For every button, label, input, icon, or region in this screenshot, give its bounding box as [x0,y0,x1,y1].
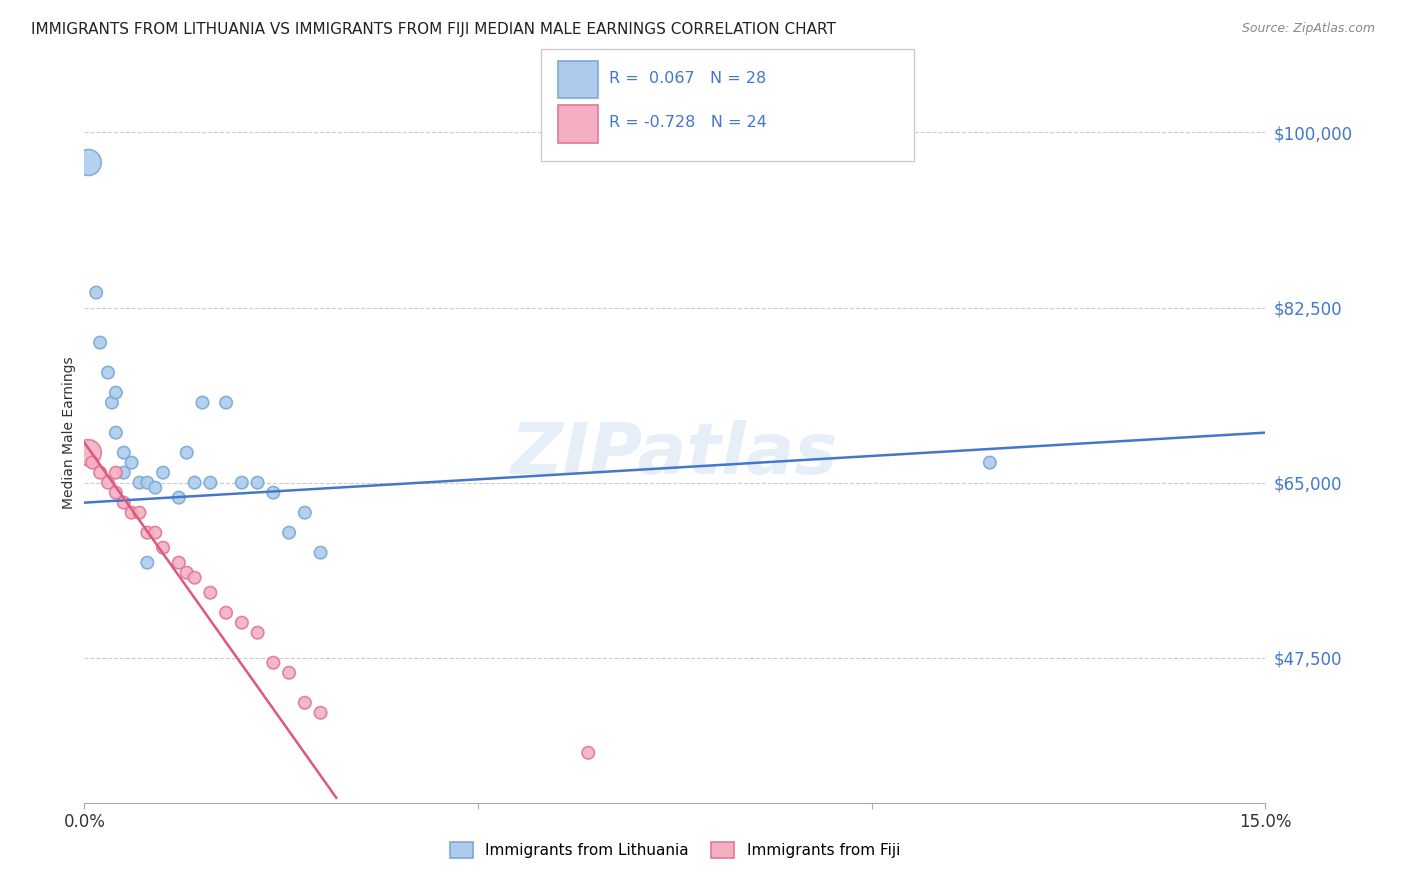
Y-axis label: Median Male Earnings: Median Male Earnings [62,356,76,509]
Legend: Immigrants from Lithuania, Immigrants from Fiji: Immigrants from Lithuania, Immigrants fr… [450,842,900,858]
Text: R = -0.728   N = 24: R = -0.728 N = 24 [609,115,766,130]
Point [97,366,120,380]
Point [128,475,150,490]
Point [183,571,205,585]
Point [176,566,198,580]
Point [77,445,100,459]
Point [183,475,205,490]
Point [112,496,135,510]
Point [136,475,159,490]
Text: ZIPatlas: ZIPatlas [512,420,838,490]
Point [136,556,159,570]
Point [231,475,253,490]
Point [200,475,222,490]
Point [576,746,599,760]
Point [82,456,104,470]
Point [309,706,332,720]
Point [200,585,222,599]
Point [128,506,150,520]
Point [89,335,111,350]
Point [89,466,111,480]
Point [104,466,127,480]
Point [278,525,301,540]
Point [77,155,100,169]
Point [152,541,174,555]
Point [97,475,120,490]
Point [136,525,159,540]
Point [215,606,238,620]
Point [262,485,284,500]
Point [104,425,127,440]
Point [112,466,135,480]
Point [246,475,269,490]
Point [294,696,316,710]
Point [152,466,174,480]
Point [143,525,166,540]
Point [104,485,127,500]
Point [191,395,214,409]
Point [231,615,253,630]
Point [309,546,332,560]
Point [294,506,316,520]
Point [246,625,269,640]
Text: R =  0.067   N = 28: R = 0.067 N = 28 [609,71,766,87]
Point [101,395,124,409]
Point [143,481,166,495]
Point [278,665,301,680]
Text: Source: ZipAtlas.com: Source: ZipAtlas.com [1241,22,1375,36]
Point [979,456,1001,470]
Point [104,385,127,400]
Point [121,506,143,520]
Text: IMMIGRANTS FROM LITHUANIA VS IMMIGRANTS FROM FIJI MEDIAN MALE EARNINGS CORRELATI: IMMIGRANTS FROM LITHUANIA VS IMMIGRANTS … [31,22,835,37]
Point [167,556,190,570]
Point [262,656,284,670]
Point [167,491,190,505]
Point [112,445,135,459]
Point [121,456,143,470]
Point [84,285,107,300]
Point [176,445,198,459]
Point [215,395,238,409]
